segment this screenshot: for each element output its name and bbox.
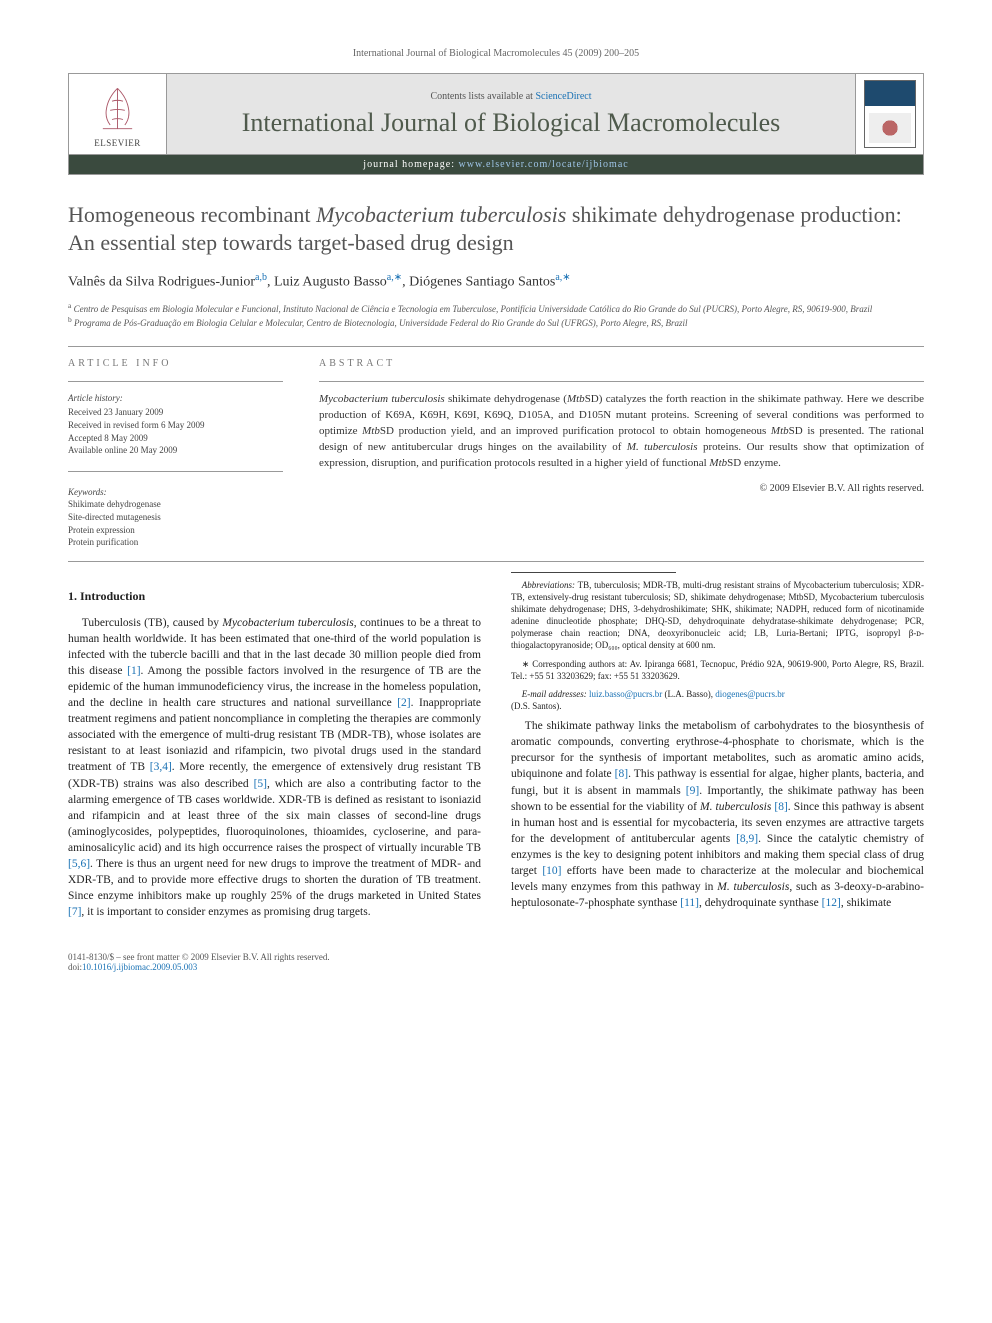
abbrev-label: Abbreviations: xyxy=(522,580,575,590)
history-received: Received 23 January 2009 xyxy=(68,406,283,419)
keywords-label: Keywords: xyxy=(68,486,283,499)
history-accepted: Accepted 8 May 2009 xyxy=(68,432,283,445)
publisher-name: ELSEVIER xyxy=(94,138,141,148)
abbrev-body: TB, tuberculosis; MDR-TB, multi-drug res… xyxy=(511,580,924,651)
author-1-affil-link[interactable]: a,b xyxy=(255,272,267,283)
journal-masthead: ELSEVIER Contents lists available at Sci… xyxy=(68,73,924,175)
journal-cover-thumbnail xyxy=(864,80,916,148)
email-link-1[interactable]: luiz.basso@pucrs.br xyxy=(589,689,662,699)
journal-name: International Journal of Biological Macr… xyxy=(242,108,781,138)
email-who-2: (D.S. Santos). xyxy=(511,701,562,711)
author-3-affil-link[interactable]: a,∗ xyxy=(555,272,570,283)
abbreviations-footnote: Abbreviations: TB, tuberculosis; MDR-TB,… xyxy=(511,579,924,652)
keyword-2: Site-directed mutagenesis xyxy=(68,511,283,524)
cite-7[interactable]: [7] xyxy=(68,906,81,918)
cite-3-4[interactable]: [3,4] xyxy=(150,761,172,773)
cite-12[interactable]: [12] xyxy=(822,897,841,909)
cite-10[interactable]: [10] xyxy=(542,865,561,877)
email-who-1: (L.A. Basso), xyxy=(662,689,715,699)
i3k: , dehydroquinate synthase xyxy=(699,897,822,909)
contents-available-line: Contents lists available at ScienceDirec… xyxy=(430,91,591,102)
publisher-logo: ELSEVIER xyxy=(69,74,167,154)
journal-homepage-link[interactable]: www.elsevier.com/locate/ijbiomac xyxy=(459,159,629,170)
abs-t6: SD enzyme. xyxy=(727,457,781,469)
elsevier-tree-icon xyxy=(90,81,145,136)
cite-1[interactable]: [1] xyxy=(127,665,140,677)
section-heading-intro: 1. Introduction xyxy=(68,588,481,605)
corresponding-author-footnote: ∗ Corresponding authors at: Av. Ipiranga… xyxy=(511,658,924,682)
cite-2[interactable]: [2] xyxy=(397,697,410,709)
author-2: , Luiz Augusto Basso xyxy=(267,275,387,290)
title-part-pre: Homogeneous recombinant xyxy=(68,202,316,227)
abstract-column: ABSTRACT Mycobacterium tuberculosis shik… xyxy=(319,357,924,549)
i1b: Mycobacterium tuberculosis xyxy=(222,617,353,629)
cite-5-6[interactable]: [5,6] xyxy=(68,858,90,870)
article-info-column: ARTICLE INFO Article history: Received 2… xyxy=(68,357,283,549)
affiliation-b: Programa de Pós-Graduação em Biologia Ce… xyxy=(74,318,688,328)
intro-para-1: Tuberculosis (TB), caused by Mycobacteri… xyxy=(68,615,481,921)
keyword-1: Shikimate dehydrogenase xyxy=(68,498,283,511)
cite-8[interactable]: [8] xyxy=(615,768,628,780)
cover-thumbnail-container xyxy=(855,74,923,154)
email-label: E-mail addresses: xyxy=(522,689,589,699)
i3d: M. tuberculosis xyxy=(700,801,771,813)
history-revised: Received in revised form 6 May 2009 xyxy=(68,419,283,432)
email-footnote: E-mail addresses: luiz.basso@pucrs.br (L… xyxy=(511,688,924,712)
article-body: 1. Introduction Tuberculosis (TB), cause… xyxy=(68,572,924,930)
i3i: M. tuberculosis xyxy=(717,881,789,893)
abs-sp6: Mtb xyxy=(709,457,727,469)
abstract-label: ABSTRACT xyxy=(319,357,924,372)
running-header: International Journal of Biological Macr… xyxy=(68,48,924,59)
contents-prefix: Contents lists available at xyxy=(430,91,535,102)
i1a: Tuberculosis (TB), caused by xyxy=(82,617,223,629)
cite-11[interactable]: [11] xyxy=(680,897,699,909)
abstract-text: Mycobacterium tuberculosis shikimate deh… xyxy=(319,392,924,472)
page-footer: 0141-8130/$ – see front matter © 2009 El… xyxy=(68,952,924,972)
history-online: Available online 20 May 2009 xyxy=(68,444,283,457)
abs-t1: shikimate dehydrogenase ( xyxy=(445,393,567,405)
author-list: Valnês da Silva Rodrigues-Juniora,b, Lui… xyxy=(68,272,924,291)
cite-8-9[interactable]: [8,9] xyxy=(736,833,758,845)
cite-5[interactable]: [5] xyxy=(254,778,267,790)
corr-label: ∗ Corresponding authors at: xyxy=(522,659,630,669)
affiliations: a Centro de Pesquisas em Biologia Molecu… xyxy=(68,301,924,330)
cite-8b[interactable]: [8] xyxy=(774,801,787,813)
abs-sp5: M. tuberculosis xyxy=(627,441,698,453)
doi-link[interactable]: 10.1016/j.ijbiomac.2009.05.003 xyxy=(82,962,197,972)
abs-sp2: Mtb xyxy=(567,393,585,405)
author-2-affil-link[interactable]: a,∗ xyxy=(387,272,402,283)
divider-top xyxy=(68,346,924,347)
cite-9[interactable]: [9] xyxy=(686,785,699,797)
i3l: , shikimate xyxy=(841,897,891,909)
abs-t3: SD production yield, and an improved pur… xyxy=(380,425,771,437)
divider-bottom xyxy=(68,561,924,562)
i2d: , it is important to consider enzymes as… xyxy=(81,906,370,918)
sciencedirect-link[interactable]: ScienceDirect xyxy=(535,91,591,102)
article-info-label: ARTICLE INFO xyxy=(68,357,283,371)
author-1: Valnês da Silva Rodrigues-Junior xyxy=(68,275,255,290)
abs-species-1: Mycobacterium tuberculosis xyxy=(319,393,445,405)
article-title: Homogeneous recombinant Mycobacterium tu… xyxy=(68,201,924,256)
article-history-label: Article history: xyxy=(68,392,283,405)
journal-homepage-bar: journal homepage: www.elsevier.com/locat… xyxy=(69,155,923,174)
i1f: . More recently, the emergence of extens… xyxy=(172,761,462,773)
affiliation-a: Centro de Pesquisas em Biologia Molecula… xyxy=(74,304,873,314)
abs-sp4: Mtb xyxy=(771,425,789,437)
footnotes-block: Abbreviations: TB, tuberculosis; MDR-TB,… xyxy=(511,572,924,712)
intro-para-3: The shikimate pathway links the metaboli… xyxy=(511,718,924,911)
keyword-4: Protein purification xyxy=(68,536,283,549)
email-link-2[interactable]: diogenes@pucrs.br xyxy=(715,689,785,699)
issn-line: 0141-8130/$ – see front matter © 2009 El… xyxy=(68,952,924,962)
abs-sp3: Mtb xyxy=(362,425,380,437)
abstract-copyright: © 2009 Elsevier B.V. All rights reserved… xyxy=(319,482,924,497)
author-3: , Diógenes Santiago Santos xyxy=(402,275,555,290)
title-species: Mycobacterium tuberculosis xyxy=(316,202,566,227)
keyword-3: Protein expression xyxy=(68,524,283,537)
doi-label: doi: xyxy=(68,962,82,972)
homepage-prefix: journal homepage: xyxy=(363,159,458,170)
i2c: . There is thus an urgent need for new d… xyxy=(68,858,481,902)
